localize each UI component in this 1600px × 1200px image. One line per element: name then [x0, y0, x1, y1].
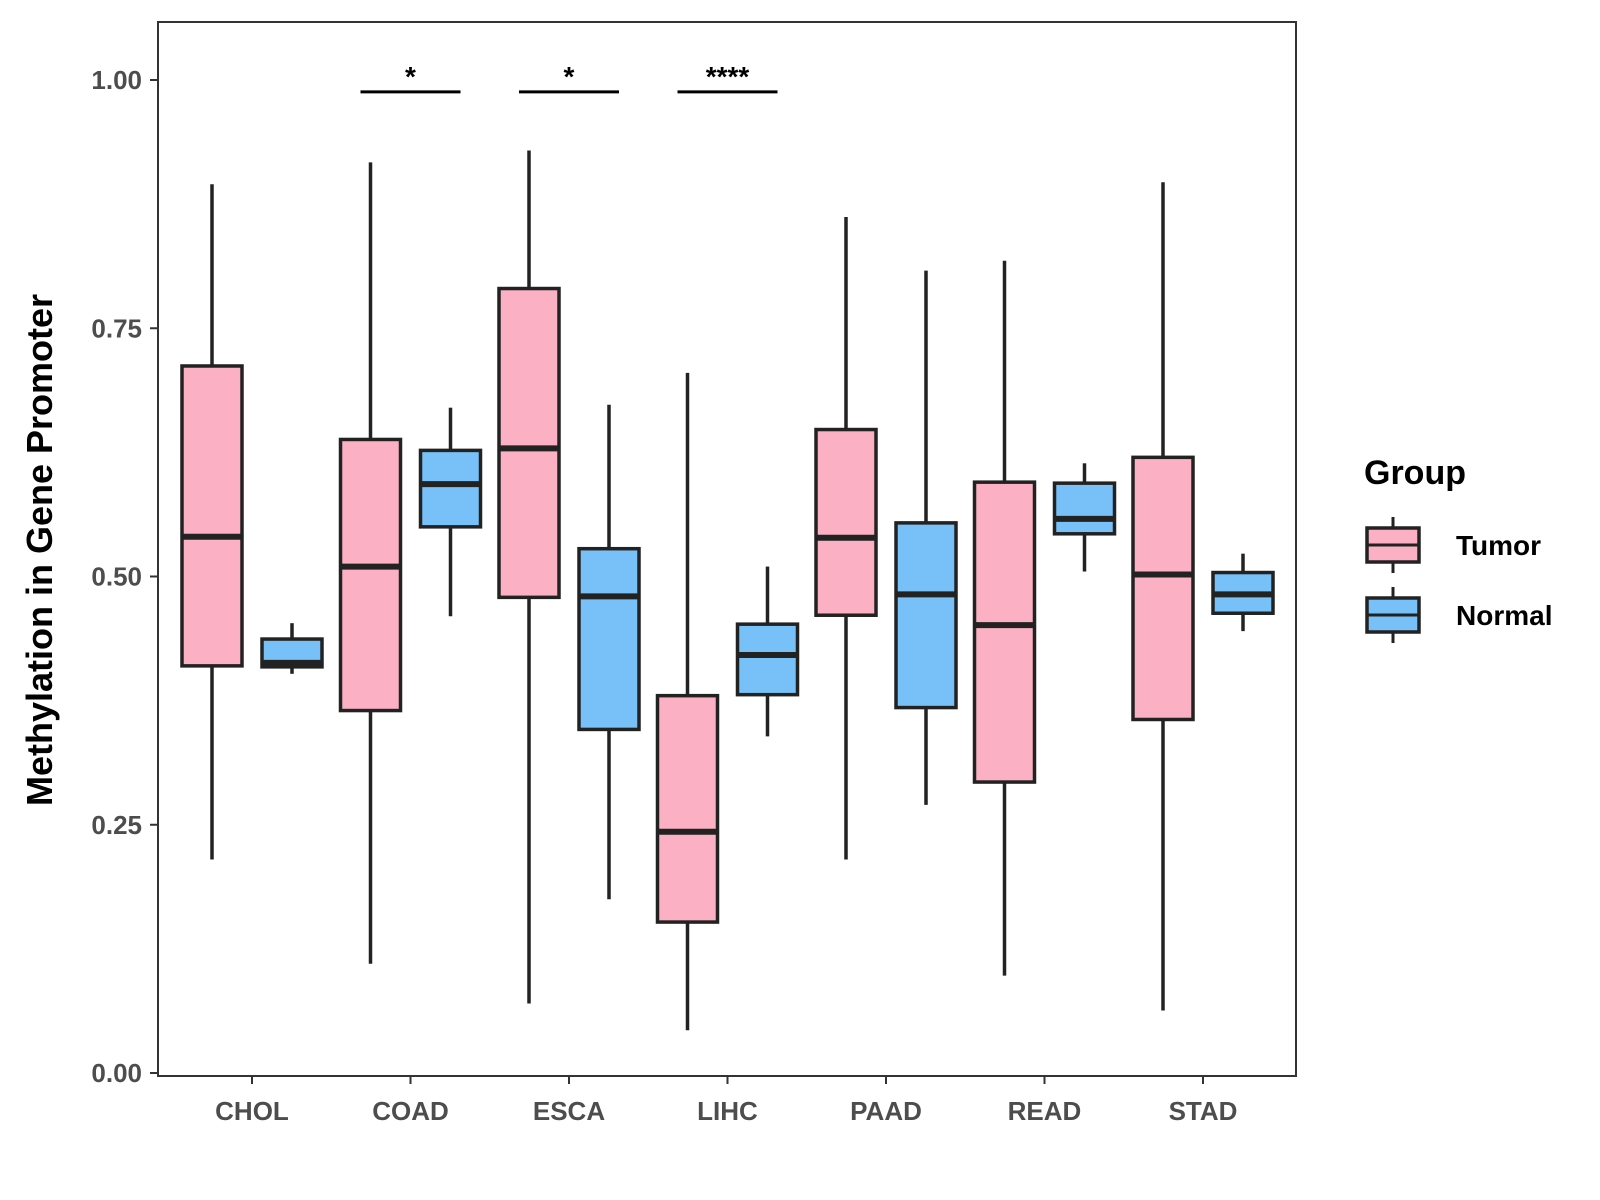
- box-tumor-lihc: [655, 372, 720, 1031]
- significance-annotations: * * ****: [360, 61, 778, 94]
- x-tick-label: READ: [1008, 1096, 1082, 1126]
- box-tumor-stad: [1131, 182, 1195, 1011]
- legend: Group Tumor Normal: [1364, 454, 1552, 643]
- significance-label: ****: [706, 61, 750, 92]
- box-series: [180, 150, 1275, 1031]
- y-tick-label: 0.75: [91, 313, 142, 343]
- significance-label: *: [405, 61, 416, 92]
- box-body: [972, 480, 1037, 784]
- box-body: [1131, 455, 1195, 722]
- x-tick-label: CHOL: [215, 1096, 289, 1126]
- y-axis-title: Methylation in Gene Promoter: [19, 294, 60, 806]
- y-tick-label: 0.00: [91, 1058, 142, 1088]
- box-tumor-paad: [814, 217, 878, 860]
- x-tick-label: STAD: [1169, 1096, 1238, 1126]
- x-tick-label: ESCA: [533, 1096, 605, 1126]
- box-normal-stad: [1211, 553, 1275, 632]
- y-tick-label: 0.25: [91, 810, 142, 840]
- legend-title: Group: [1364, 454, 1466, 492]
- box-body: [655, 693, 720, 924]
- box-body: [338, 437, 403, 713]
- y-axis: 0.00 0.25 0.50 0.75 1.00: [91, 65, 158, 1088]
- x-tick-label: PAAD: [850, 1096, 922, 1126]
- box-tumor-read: [972, 260, 1037, 976]
- legend-label-normal: Normal: [1456, 600, 1552, 631]
- box-body: [418, 448, 483, 529]
- box-body: [180, 364, 244, 668]
- y-tick-label: 1.00: [91, 65, 142, 95]
- legend-item-tumor: Tumor: [1365, 517, 1541, 573]
- box-normal-read: [1052, 463, 1117, 572]
- box-tumor-coad: [338, 162, 403, 964]
- panel-border: [157, 21, 1297, 1077]
- significance-label: *: [564, 61, 575, 92]
- legend-item-normal: Normal: [1365, 587, 1552, 643]
- box-body: [735, 622, 800, 697]
- x-tick-label: LIHC: [697, 1096, 758, 1126]
- box-body: [577, 546, 641, 732]
- box-normal-paad: [894, 270, 958, 805]
- box-body: [814, 427, 878, 617]
- box-body: [894, 521, 958, 710]
- box-normal-lihc: [735, 566, 800, 737]
- x-axis: CHOL COAD ESCA LIHC PAAD READ STAD: [215, 1076, 1237, 1126]
- box-tumor-chol: [180, 184, 244, 860]
- box-normal-esca: [577, 404, 641, 900]
- box-normal-coad: [418, 407, 483, 617]
- legend-label-tumor: Tumor: [1456, 530, 1541, 561]
- x-tick-label: COAD: [372, 1096, 449, 1126]
- box-body: [1052, 481, 1117, 536]
- box-normal-chol: [260, 623, 324, 674]
- box-tumor-esca: [497, 150, 561, 1004]
- box-body: [497, 286, 561, 600]
- y-tick-label: 0.50: [91, 562, 142, 592]
